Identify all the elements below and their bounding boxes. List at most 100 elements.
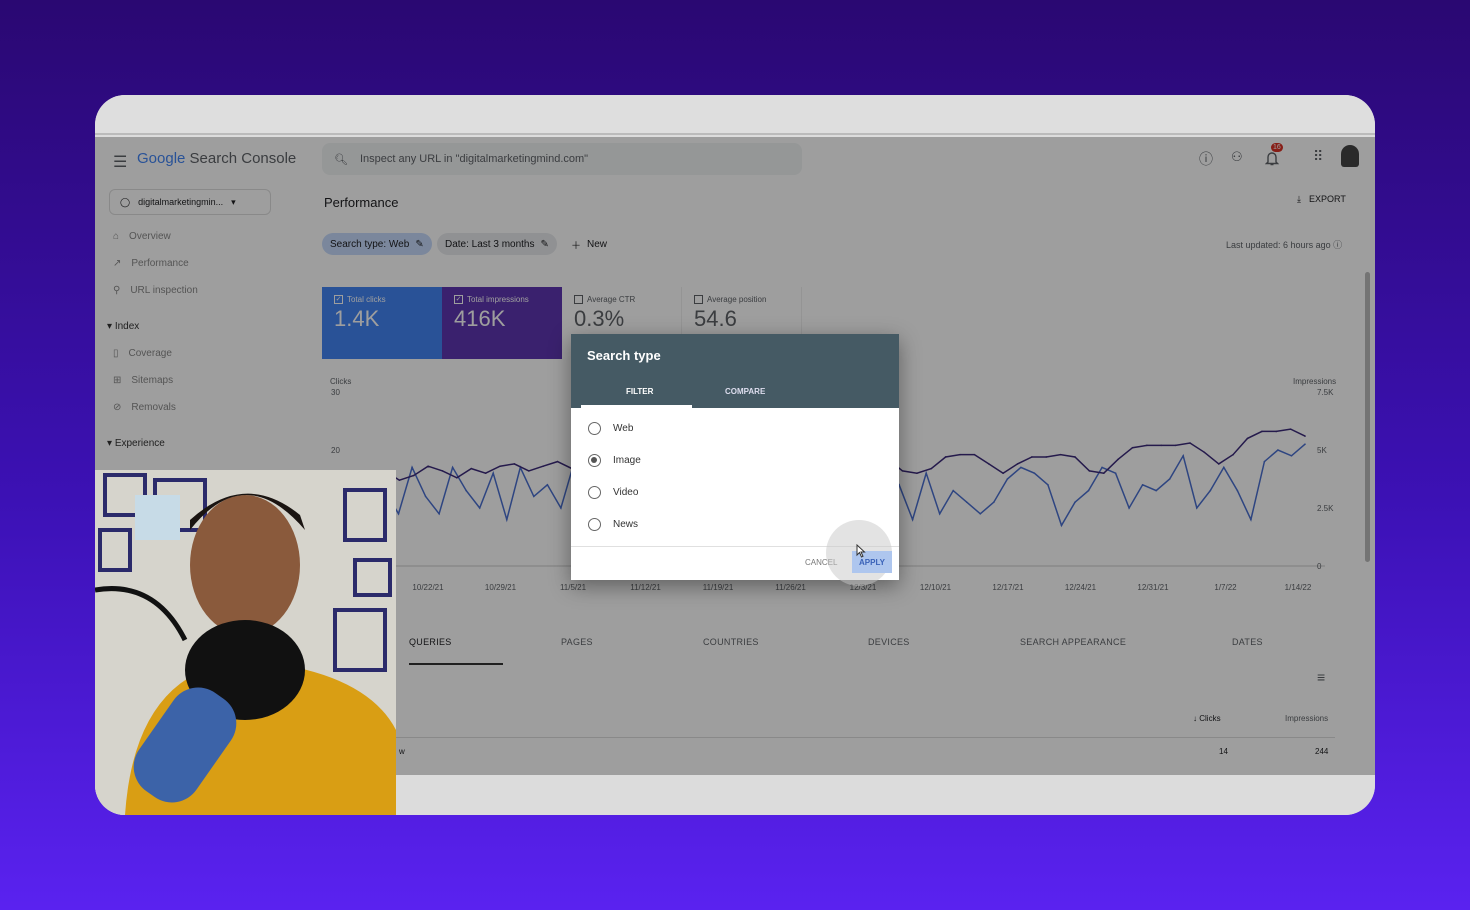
data-point-clicks: [1060, 524, 1063, 527]
data-point-impressions: [456, 477, 458, 479]
metric-average-ctr[interactable]: Average CTR 0.3%: [562, 287, 682, 359]
data-point-impressions: [959, 453, 961, 456]
data-point-impressions: [1217, 463, 1220, 465]
menu-icon[interactable]: ☰: [113, 154, 128, 171]
sitemap-icon: ⊞: [113, 375, 122, 386]
divider: [571, 546, 899, 547]
export-button[interactable]: ⤓ EXPORT: [1297, 194, 1346, 205]
data-point-clicks: [438, 513, 440, 515]
property-name: digitalmarketingmin...: [138, 197, 224, 207]
logo-product: Search Console: [189, 150, 297, 167]
data-point-impressions: [1246, 437, 1249, 440]
label: EXPORT: [1308, 194, 1346, 204]
data-point-clicks: [1033, 472, 1036, 475]
data-point-clicks: [993, 501, 995, 504]
data-point-clicks: [979, 513, 982, 515]
radio-image[interactable]: Image: [588, 454, 641, 467]
x-tick-label: 11/26/21: [775, 583, 806, 592]
sidebar-section-experience[interactable]: ▾ Experience: [107, 438, 165, 449]
column-header-clicks[interactable]: ↓ Clicks: [1193, 714, 1221, 723]
data-point-clicks: [1195, 507, 1198, 509]
tab-search-appearance[interactable]: SEARCH APPEARANCE: [1020, 637, 1127, 647]
x-tick-label: 12/24/21: [1065, 583, 1097, 592]
radio-news[interactable]: News: [588, 518, 638, 531]
data-point-impressions: [930, 467, 933, 470]
notification-badge: 16: [1271, 143, 1283, 152]
x-tick-label: 12/31/21: [1137, 583, 1169, 592]
data-point-clicks: [1047, 484, 1049, 486]
filter-chip-search-type[interactable]: Search type: Web ✎: [322, 233, 432, 255]
filter-rows-icon[interactable]: ≡: [1317, 669, 1326, 685]
search-icon: 🔍︎: [334, 153, 348, 166]
apps-grid-icon[interactable]: ⠿: [1313, 148, 1324, 164]
tab-queries[interactable]: QUERIES: [409, 637, 452, 647]
right-tick-label: 5K: [1317, 446, 1327, 455]
sidebar-item-removals[interactable]: ⊘ Removals: [113, 402, 176, 413]
tab-pages[interactable]: PAGES: [561, 637, 593, 647]
search-placeholder: Inspect any URL in "digitalmarketingmind…: [359, 153, 589, 165]
data-point-clicks: [465, 489, 467, 492]
sidebar-item-url-inspection[interactable]: ⚲ URL inspection: [113, 285, 198, 296]
logo-google: Google: [137, 150, 186, 167]
x-tick-label: 10/29/21: [485, 583, 517, 592]
data-point-clicks: [546, 484, 549, 486]
data-point-clicks: [911, 518, 914, 521]
user-settings-icon[interactable]: ⚇: [1231, 149, 1243, 164]
right-tick-label: 7.5K: [1317, 388, 1334, 397]
metric-total-impressions[interactable]: ✓ Total impressions 416K: [442, 287, 562, 359]
data-point-impressions: [556, 460, 559, 463]
sidebar-item-overview[interactable]: ⌂ Overview: [113, 231, 171, 242]
query-cell: w: [399, 747, 405, 756]
sidebar-item-coverage[interactable]: ▯ Coverage: [113, 348, 172, 359]
data-point-clicks: [1250, 518, 1252, 521]
data-point-impressions: [1275, 430, 1278, 433]
tab-devices[interactable]: DEVICES: [868, 637, 910, 647]
property-selector[interactable]: ◯ digitalmarketingmin... ▾: [109, 189, 271, 215]
metric-total-clicks[interactable]: ✓ Total clicks 1.4K: [322, 287, 442, 359]
data-point-impressions: [1031, 456, 1033, 458]
metric-average-position[interactable]: Average position 54.6: [682, 287, 802, 359]
new-filter-button[interactable]: ＋ New: [563, 233, 615, 255]
avatar[interactable]: [1341, 145, 1359, 167]
x-tick-label: 11/12/21: [630, 583, 661, 592]
active-tab-indicator: [409, 663, 503, 665]
help-icon[interactable]: ⓘ: [1199, 151, 1213, 167]
tab-compare[interactable]: COMPARE: [725, 387, 766, 396]
clicks-cell: 14: [1219, 747, 1228, 756]
notifications-button[interactable]: 16: [1263, 143, 1285, 167]
data-point-impressions: [1289, 428, 1292, 430]
sidebar-item-sitemaps[interactable]: ⊞ Sitemaps: [113, 375, 173, 386]
tab-countries[interactable]: COUNTRIES: [703, 637, 759, 647]
data-point-impressions: [1304, 435, 1306, 437]
data-point-impressions: [973, 453, 976, 456]
data-point-impressions: [1203, 451, 1206, 454]
checkbox-checked-icon: ✓: [454, 295, 463, 304]
sidebar-section-index[interactable]: ▾ Index: [107, 321, 140, 332]
scrollbar[interactable]: [1365, 272, 1370, 562]
data-point-clicks: [1087, 489, 1090, 492]
label: Video: [613, 487, 639, 498]
label: Last updated: 6 hours ago: [1226, 240, 1331, 250]
cancel-button[interactable]: CANCEL: [805, 558, 838, 567]
data-point-impressions: [427, 465, 429, 468]
data-point-clicks: [1209, 489, 1212, 492]
value: 54.6: [694, 306, 737, 331]
right-tick-label: 2.5K: [1317, 504, 1334, 513]
radio-web[interactable]: Web: [588, 422, 633, 435]
data-point-clicks: [1263, 460, 1266, 463]
label: New: [587, 238, 608, 250]
column-header-impressions[interactable]: Impressions: [1285, 714, 1329, 723]
data-point-impressions: [1146, 444, 1148, 447]
data-point-impressions: [441, 470, 444, 472]
tab-filter[interactable]: FILTER: [626, 387, 654, 396]
removals-icon: ⊘: [113, 402, 122, 413]
radio-video[interactable]: Video: [588, 486, 638, 499]
data-point-impressions: [499, 465, 501, 468]
sidebar-item-performance[interactable]: ↗ Performance: [113, 258, 189, 269]
left-tick-label: 30: [331, 388, 340, 397]
data-point-impressions: [527, 470, 530, 472]
url-inspect-search[interactable]: 🔍︎ Inspect any URL in "digitalmarketingmi…: [322, 143, 802, 175]
data-point-impressions: [1160, 444, 1163, 447]
tab-dates[interactable]: DATES: [1232, 637, 1263, 647]
filter-chip-date[interactable]: Date: Last 3 months ✎: [437, 233, 557, 255]
